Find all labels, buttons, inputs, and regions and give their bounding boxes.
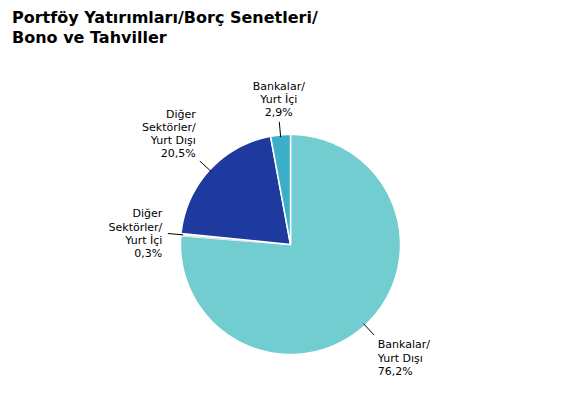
svg-text:DiğerSektörler/Yurt İçi0,3%: DiğerSektörler/Yurt İçi0,3% (109, 207, 163, 260)
html-text:Portföy Yatırımları/Borç Senet: Portföy Yatırımları/Borç Senetleri/ Bono… (12, 8, 318, 47)
svg-text:Bankalar/Yurt İçi2,9%: Bankalar/Yurt İçi2,9% (253, 80, 305, 119)
svg-text:DiğerSektörler/Yurt Dışı20,5%: DiğerSektörler/Yurt Dışı20,5% (142, 108, 196, 161)
svg-text:Bankalar/Yurt Dışı76,2%: Bankalar/Yurt Dışı76,2% (377, 338, 430, 377)
